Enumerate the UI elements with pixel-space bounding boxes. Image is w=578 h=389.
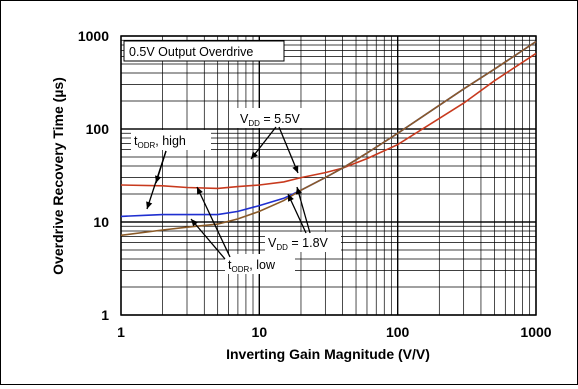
plot-border [120,35,537,316]
x-tick-label: 10 [252,324,268,340]
overdrive-label: 0.5V Output Overdrive [129,45,253,59]
y-tick-label: 1000 [78,28,109,44]
todr-low-box [225,254,295,274]
vdd55-label: VDD = 5.5V [240,112,301,128]
arrow-low-mid-head [191,219,198,227]
arrow-low-mid [190,218,226,260]
tick-labels: 1 10 100 1000 1 10 100 1000 [78,28,552,340]
x-tick-label: 1000 [520,324,551,340]
x-tick-label: 100 [386,324,410,340]
vdd18-box [265,232,341,252]
arrow-high-to-1v-head [146,201,153,209]
arrow-low-up-head [197,187,203,195]
vdd55-box [237,108,313,128]
todr-low-label: tODR, low [228,258,276,274]
arrow-low-up [196,186,231,258]
series-line-2 [120,40,537,237]
arrow-vdd18-left [287,193,307,234]
arrow-vdd55-right [278,126,299,174]
todr-high-box [131,130,211,150]
arrow-vdd55-right-head [292,165,299,173]
annotation-arrows [146,126,311,260]
arrow-vdd18-right [296,186,311,234]
todr-high-label: tODR, high [134,134,186,150]
y-axis-label: Overdrive Recovery Time (µs) [50,77,66,275]
y-tick-label: 10 [93,214,109,230]
series-line-0 [120,52,537,190]
vdd18-label: VDD = 1.8V [268,236,329,252]
arrow-vdd18-left-head [288,194,294,202]
arrow-vdd18-right-head [295,187,302,195]
series-group [120,40,537,237]
y-tick-label: 1 [101,307,109,323]
overdrive-label-box [123,40,285,62]
x-axis-label: Inverting Gain Magnitude (V/V) [226,346,430,362]
arrow-vdd55-left-head [251,151,258,159]
arrow-high-to-1v [146,150,167,210]
x-tick-label: 1 [117,324,125,340]
y-tick-label: 100 [86,121,110,137]
